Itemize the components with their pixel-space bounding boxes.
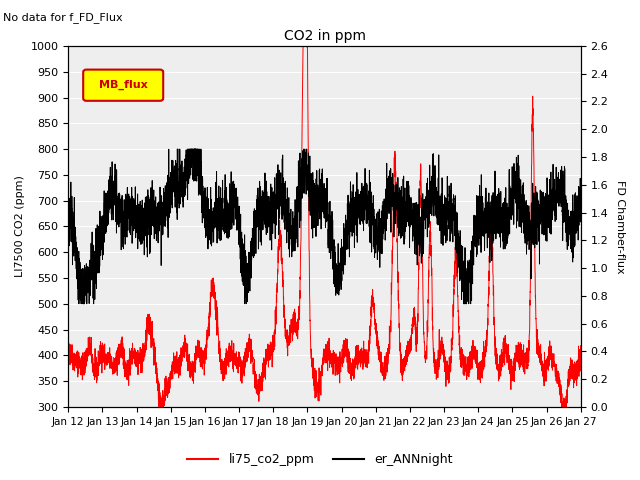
Title: CO2 in ppm: CO2 in ppm <box>284 29 365 43</box>
Text: MB_flux: MB_flux <box>99 80 148 90</box>
Y-axis label: FD Chamber-flux: FD Chamber-flux <box>615 180 625 273</box>
Legend: li75_co2_ppm, er_ANNnight: li75_co2_ppm, er_ANNnight <box>182 448 458 471</box>
Text: No data for f_FD_Flux: No data for f_FD_Flux <box>3 12 123 23</box>
Y-axis label: LI7500 CO2 (ppm): LI7500 CO2 (ppm) <box>15 176 25 277</box>
FancyBboxPatch shape <box>83 70 163 101</box>
